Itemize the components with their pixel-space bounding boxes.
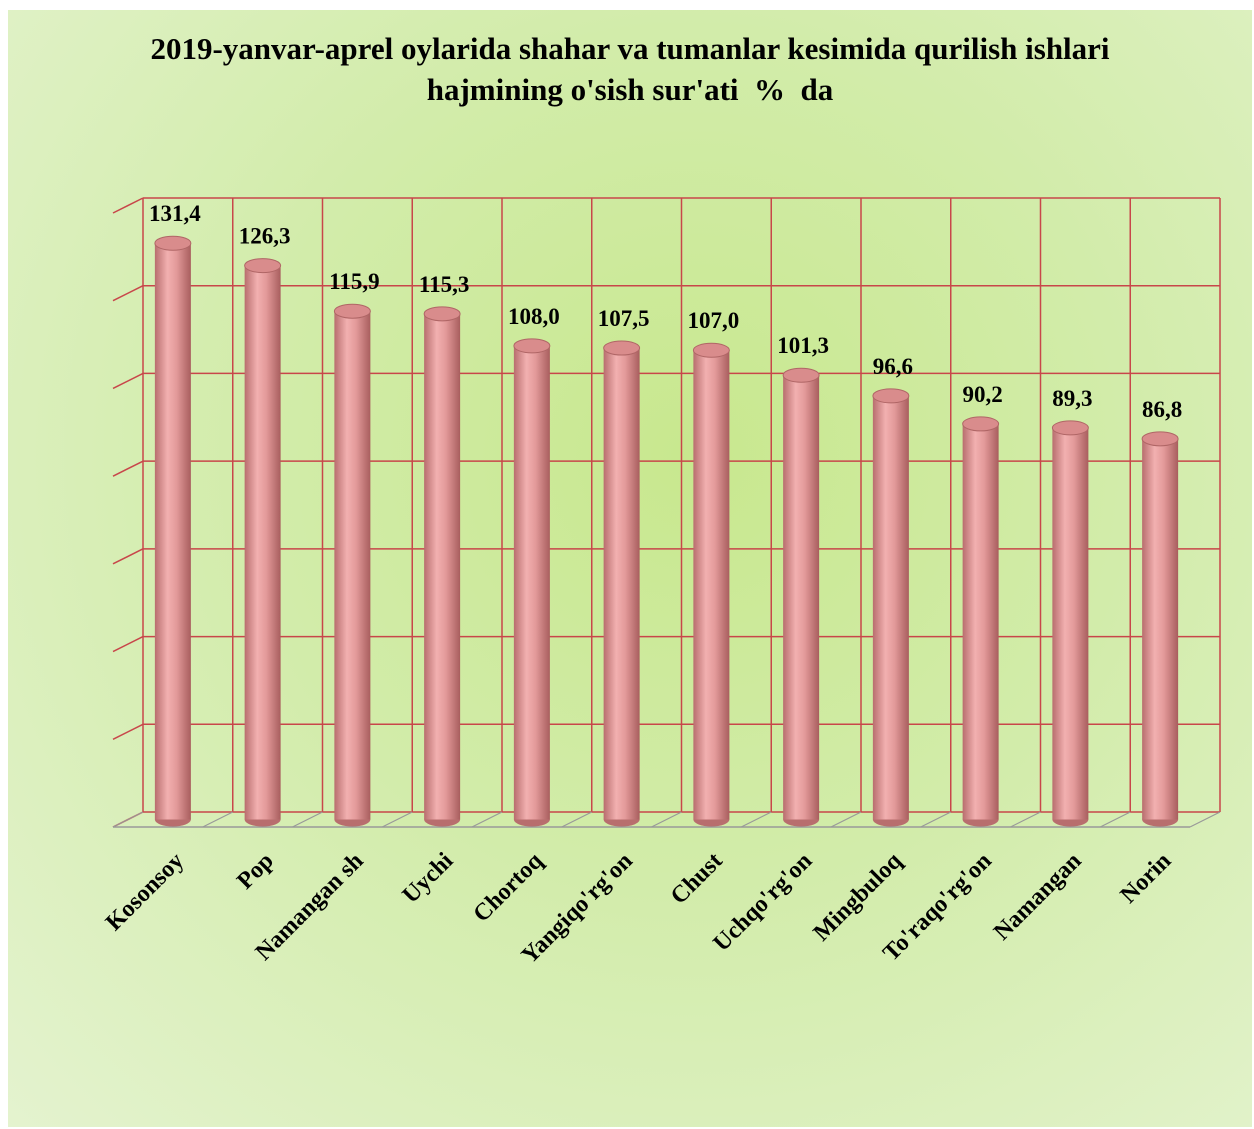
grid-line xyxy=(112,723,144,740)
grid-line xyxy=(112,372,144,390)
floor-line xyxy=(830,811,862,828)
bar-top xyxy=(154,235,192,251)
x-tick-label: Kosonsoy xyxy=(101,848,189,936)
bar xyxy=(424,313,461,820)
bar xyxy=(1052,427,1089,820)
bar-top xyxy=(1141,431,1179,447)
x-tick-label: Namangan xyxy=(989,848,1087,946)
bar xyxy=(244,265,281,820)
x-tick-label: Mingbuloq xyxy=(809,847,908,946)
data-label: 86,8 xyxy=(1142,397,1182,422)
bar xyxy=(962,423,999,820)
bar-top xyxy=(423,306,461,322)
floor-line xyxy=(381,811,413,828)
grid-line xyxy=(112,460,144,477)
bar xyxy=(693,350,730,820)
floor-line xyxy=(1010,811,1041,828)
data-label: 108,0 xyxy=(508,304,560,329)
data-label: 96,6 xyxy=(873,354,913,379)
x-tick-label: Uychi xyxy=(398,848,459,909)
data-label: 126,3 xyxy=(239,224,291,249)
bar-top xyxy=(962,416,1000,432)
x-tick-label: Norin xyxy=(1116,848,1177,909)
bar-top xyxy=(333,303,371,319)
floor-line xyxy=(1189,811,1221,828)
bar xyxy=(1142,438,1179,820)
data-label: 115,3 xyxy=(419,272,469,297)
data-label: 101,3 xyxy=(777,333,829,358)
floor-line xyxy=(202,811,234,828)
bar-top xyxy=(603,340,641,356)
bar xyxy=(872,395,909,820)
grid-line xyxy=(112,548,144,565)
bar-top xyxy=(244,258,282,274)
floor-line xyxy=(1099,811,1131,828)
x-tick-label: Chortoq xyxy=(468,847,548,927)
bar xyxy=(334,311,371,820)
data-label: 115,9 xyxy=(329,269,379,294)
x-tick-label: Pop xyxy=(232,848,279,895)
bar xyxy=(154,243,191,820)
data-label: 89,3 xyxy=(1052,386,1092,411)
bar xyxy=(513,345,550,820)
floor-line xyxy=(740,811,772,828)
bar-top xyxy=(513,338,551,354)
grid-line xyxy=(112,285,144,302)
bar xyxy=(603,348,640,820)
floor-line xyxy=(561,811,593,828)
floor-line xyxy=(920,811,952,828)
bar xyxy=(783,375,820,820)
data-label: 131,4 xyxy=(149,201,201,226)
grid-line xyxy=(112,197,144,214)
data-label: 90,2 xyxy=(963,382,1003,407)
floor-line xyxy=(471,811,503,828)
grid-line xyxy=(112,635,144,653)
floor-line xyxy=(112,811,144,828)
bar-top xyxy=(782,367,820,383)
bar-top xyxy=(692,342,730,358)
floor-line xyxy=(651,811,682,828)
data-label: 107,0 xyxy=(688,308,740,333)
bar-top xyxy=(1051,420,1089,436)
data-label: 107,5 xyxy=(598,306,650,331)
chart-title: 2019-yanvar-aprel oylarida shahar va tum… xyxy=(150,31,1118,107)
bar-top xyxy=(872,388,910,404)
x-tick-label: Chust xyxy=(666,848,728,910)
floor-line xyxy=(292,811,323,828)
